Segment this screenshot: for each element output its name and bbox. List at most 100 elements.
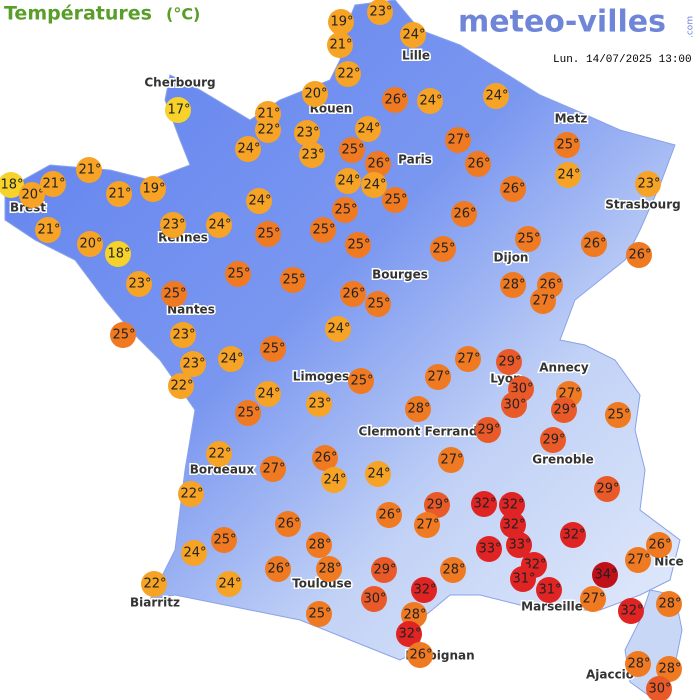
temperature-dot: [161, 281, 187, 307]
temperature-label: 24°: [363, 178, 386, 193]
temperature-label: 28°: [658, 662, 681, 677]
temperature-label: 20°: [304, 87, 327, 102]
temperature-marker: 32°: [471, 491, 497, 517]
temperature-marker: 24°: [400, 22, 426, 48]
temperature-dot: [141, 571, 167, 597]
temperature-marker: 28°: [316, 556, 342, 582]
city-labels: CherbourgLilleRouenParisMetzBrestRennesS…: [8, 47, 685, 683]
temperature-dot: [225, 261, 251, 287]
temperature-marker: 23°: [299, 142, 325, 168]
temperature-label: 26°: [583, 237, 606, 252]
temperature-dot: [328, 9, 354, 35]
temperature-label: 24°: [220, 352, 243, 367]
temperature-dot: [255, 221, 281, 247]
temperature-marker: 24°: [355, 116, 381, 142]
temperature-dot: [19, 182, 45, 208]
temperature-label: 25°: [213, 533, 236, 548]
temperature-marker: 24°: [206, 212, 232, 238]
temperature-dot: [500, 272, 526, 298]
temperature-marker: 27°: [530, 288, 556, 314]
temperature-marker: 18°: [0, 172, 24, 198]
temperature-marker: 26°: [646, 532, 672, 558]
temperature-dot: [440, 557, 466, 583]
temperature-dot: [500, 176, 526, 202]
temperature-label: 25°: [432, 242, 455, 257]
temperature-dot: [400, 22, 426, 48]
temperature-markers: 19°23°21°24°22°17°20°21°22° 23°23°24°26° 2…: [0, 0, 682, 700]
temperature-label: 23°: [301, 148, 324, 163]
temperature-label: 22°: [180, 487, 203, 502]
temperature-marker: 25°: [430, 236, 456, 262]
temperature-label: 22°: [143, 577, 166, 592]
temperature-dot: [206, 441, 232, 467]
temperature-dot: [646, 532, 672, 558]
temperature-dot: [325, 316, 351, 342]
temperature-marker: 34°: [592, 562, 618, 588]
temperature-dot: [471, 491, 497, 517]
temperature-marker: 25°: [554, 132, 580, 158]
temperature-dot: [361, 172, 387, 198]
temperature-marker: 25°: [255, 221, 281, 247]
temperature-dot: [430, 236, 456, 262]
temperature-dot: [625, 547, 651, 573]
temperature-dot: [396, 621, 422, 647]
temperature-label: 26°: [628, 248, 651, 263]
temperature-dot: [160, 212, 186, 238]
temperature-dot: [540, 427, 566, 453]
temperature-label: 28°: [627, 657, 650, 672]
temperature-dot: [365, 151, 391, 177]
temperature-label: 26°: [378, 508, 401, 523]
temperature-label: 28°: [403, 608, 426, 623]
temperature-label: 26°: [467, 157, 490, 172]
temperature-dot: [180, 351, 206, 377]
temperature-label: 23°: [369, 5, 392, 20]
temperature-dot: [581, 231, 607, 257]
temperature-dot: [165, 97, 191, 123]
temperature-marker: 28°: [625, 651, 651, 677]
temperature-dot: [168, 373, 194, 399]
temperature-marker: 27°: [580, 586, 606, 612]
temperature-label: 21°: [257, 107, 280, 122]
temperature-label: 21°: [329, 38, 352, 53]
temperature-label: 25°: [517, 232, 540, 247]
temperature-dot: [382, 187, 408, 213]
temperature-marker: 25°: [332, 197, 358, 223]
temperature-label: 24°: [208, 218, 231, 233]
temperature-dot: [465, 151, 491, 177]
temperature-label: 23°: [182, 357, 205, 372]
temperature-marker: 28°: [500, 272, 526, 298]
city-label: Bordeaux: [190, 463, 255, 477]
temperature-marker: 24°: [255, 381, 281, 407]
temperature-dot: [211, 527, 237, 553]
temperature-label: 29°: [542, 433, 565, 448]
temperature-marker: 24°: [417, 88, 443, 114]
temperature-label: 32°: [502, 518, 525, 533]
temperature-marker: 25°: [110, 322, 136, 348]
temperature-label: 28°: [442, 563, 465, 578]
temperature-marker: 23°: [170, 322, 196, 348]
temperature-dot: [335, 61, 361, 87]
temperature-dot: [414, 512, 440, 538]
temperature-label: 31°: [538, 583, 561, 598]
temperature-label: 24°: [557, 168, 580, 183]
temperature-dot: [255, 381, 281, 407]
temperature-label: 24°: [327, 322, 350, 337]
temperature-label: 20°: [21, 188, 44, 203]
temperature-label: 28°: [502, 278, 525, 293]
temperature-marker: 18°: [105, 241, 131, 267]
temperature-label: 25°: [308, 607, 331, 622]
temperature-dot: [35, 217, 61, 243]
city-label: Marseille: [521, 600, 583, 614]
temperature-label: 21°: [37, 223, 60, 238]
temperature-dot: [536, 577, 562, 603]
logo: meteo-villes: [458, 5, 666, 40]
temperature-marker: 25°: [605, 402, 631, 428]
temperature-dot: [646, 676, 672, 700]
temperature-marker: 28°: [440, 557, 466, 583]
temperature-label: 22°: [208, 447, 231, 462]
temperature-dot: [170, 322, 196, 348]
temperature-label: 26°: [384, 93, 407, 108]
temperature-marker: 30°: [646, 676, 672, 700]
temperature-label: 33°: [508, 538, 531, 553]
